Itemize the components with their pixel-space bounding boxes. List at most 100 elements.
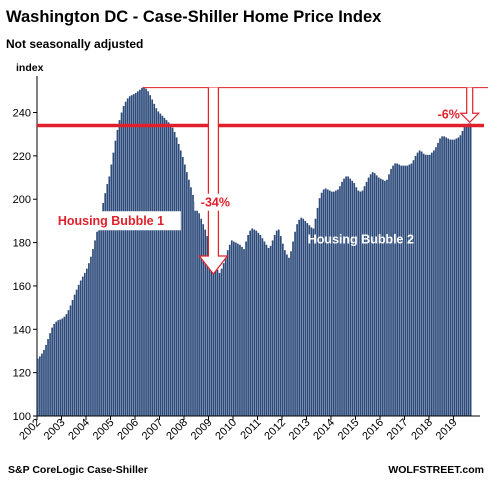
bar (243, 249, 245, 416)
bar (202, 224, 205, 416)
bar (457, 137, 460, 416)
bar (43, 349, 45, 416)
bar (302, 218, 305, 416)
bar (453, 139, 456, 416)
arrow-34-percent (198, 87, 229, 275)
bar (404, 165, 407, 416)
bar (365, 181, 368, 416)
bar (179, 150, 182, 417)
bar (284, 250, 286, 416)
bar (320, 192, 323, 416)
bar (122, 106, 125, 416)
bar (359, 191, 362, 416)
bar (398, 164, 401, 416)
bar (106, 184, 109, 416)
y-tick-label: 120 (13, 368, 31, 380)
bar (39, 356, 41, 416)
bar (292, 241, 294, 416)
bar (402, 165, 405, 416)
x-tick-label: 2014 (311, 417, 337, 443)
bar (281, 243, 284, 416)
bar (339, 186, 341, 416)
bar (173, 132, 176, 416)
x-tick-label: 2010 (213, 417, 239, 443)
bar (92, 249, 94, 416)
bar (412, 160, 415, 416)
bar (188, 179, 190, 416)
bar (77, 284, 80, 416)
bar (286, 254, 288, 416)
bar (126, 98, 129, 416)
bar (455, 138, 458, 416)
x-tick-label: 2004 (66, 417, 92, 443)
bar (206, 236, 209, 416)
bar (94, 240, 96, 416)
bar (294, 231, 296, 416)
bar (333, 191, 335, 416)
bar (79, 280, 82, 416)
bar (85, 268, 88, 416)
bar (163, 117, 166, 416)
arrow-6-percent (459, 87, 481, 124)
x-tick-label: 2008 (164, 417, 190, 443)
y-tick-label: 140 (13, 324, 31, 336)
y-axis: 100 120 140 160 180 200 220 240 (13, 76, 38, 423)
bar (232, 241, 235, 416)
bar (90, 256, 92, 416)
bar (394, 163, 396, 416)
bar (59, 319, 62, 416)
bar (55, 321, 58, 416)
bar (255, 230, 258, 416)
x-tick-label: 2015 (336, 417, 362, 443)
bar (186, 172, 188, 416)
bar (367, 177, 370, 416)
bar (396, 163, 398, 416)
bar (149, 95, 151, 416)
bar (204, 229, 207, 416)
bar (198, 213, 200, 416)
bar (175, 137, 178, 416)
bar (120, 112, 123, 417)
bar (316, 207, 319, 416)
bar (190, 187, 192, 416)
bar (355, 187, 358, 416)
bar (57, 320, 60, 416)
bar (216, 269, 219, 416)
bar (41, 353, 43, 416)
bar (47, 339, 49, 416)
brand-label: WOLFSTREET.com (388, 464, 484, 476)
bar (61, 318, 64, 416)
bar (65, 314, 68, 416)
source-label: S&P CoreLogic Case-Shiller (8, 464, 148, 476)
bar (237, 243, 239, 416)
bar (222, 263, 225, 416)
bar (433, 150, 435, 417)
bar (369, 174, 372, 416)
y-tick-label: 220 (13, 151, 31, 163)
bar (386, 179, 388, 416)
bar (192, 194, 194, 416)
bar (116, 129, 119, 416)
bar (377, 177, 380, 416)
x-tick-label: 2016 (360, 417, 386, 443)
label-bg (54, 211, 181, 231)
bar (75, 289, 78, 416)
bar (139, 89, 141, 417)
bar (259, 234, 262, 416)
bar (114, 140, 117, 416)
bar (335, 190, 337, 416)
bar (165, 120, 168, 417)
bar (239, 244, 241, 416)
bar (220, 268, 223, 416)
bar (310, 227, 313, 416)
bar (124, 101, 127, 416)
bar (171, 127, 174, 417)
bar (388, 174, 390, 416)
reference-lines (37, 87, 488, 128)
bar (304, 220, 307, 416)
bar (382, 179, 384, 416)
bar (45, 344, 47, 416)
bar (134, 93, 137, 416)
bar (306, 223, 309, 416)
